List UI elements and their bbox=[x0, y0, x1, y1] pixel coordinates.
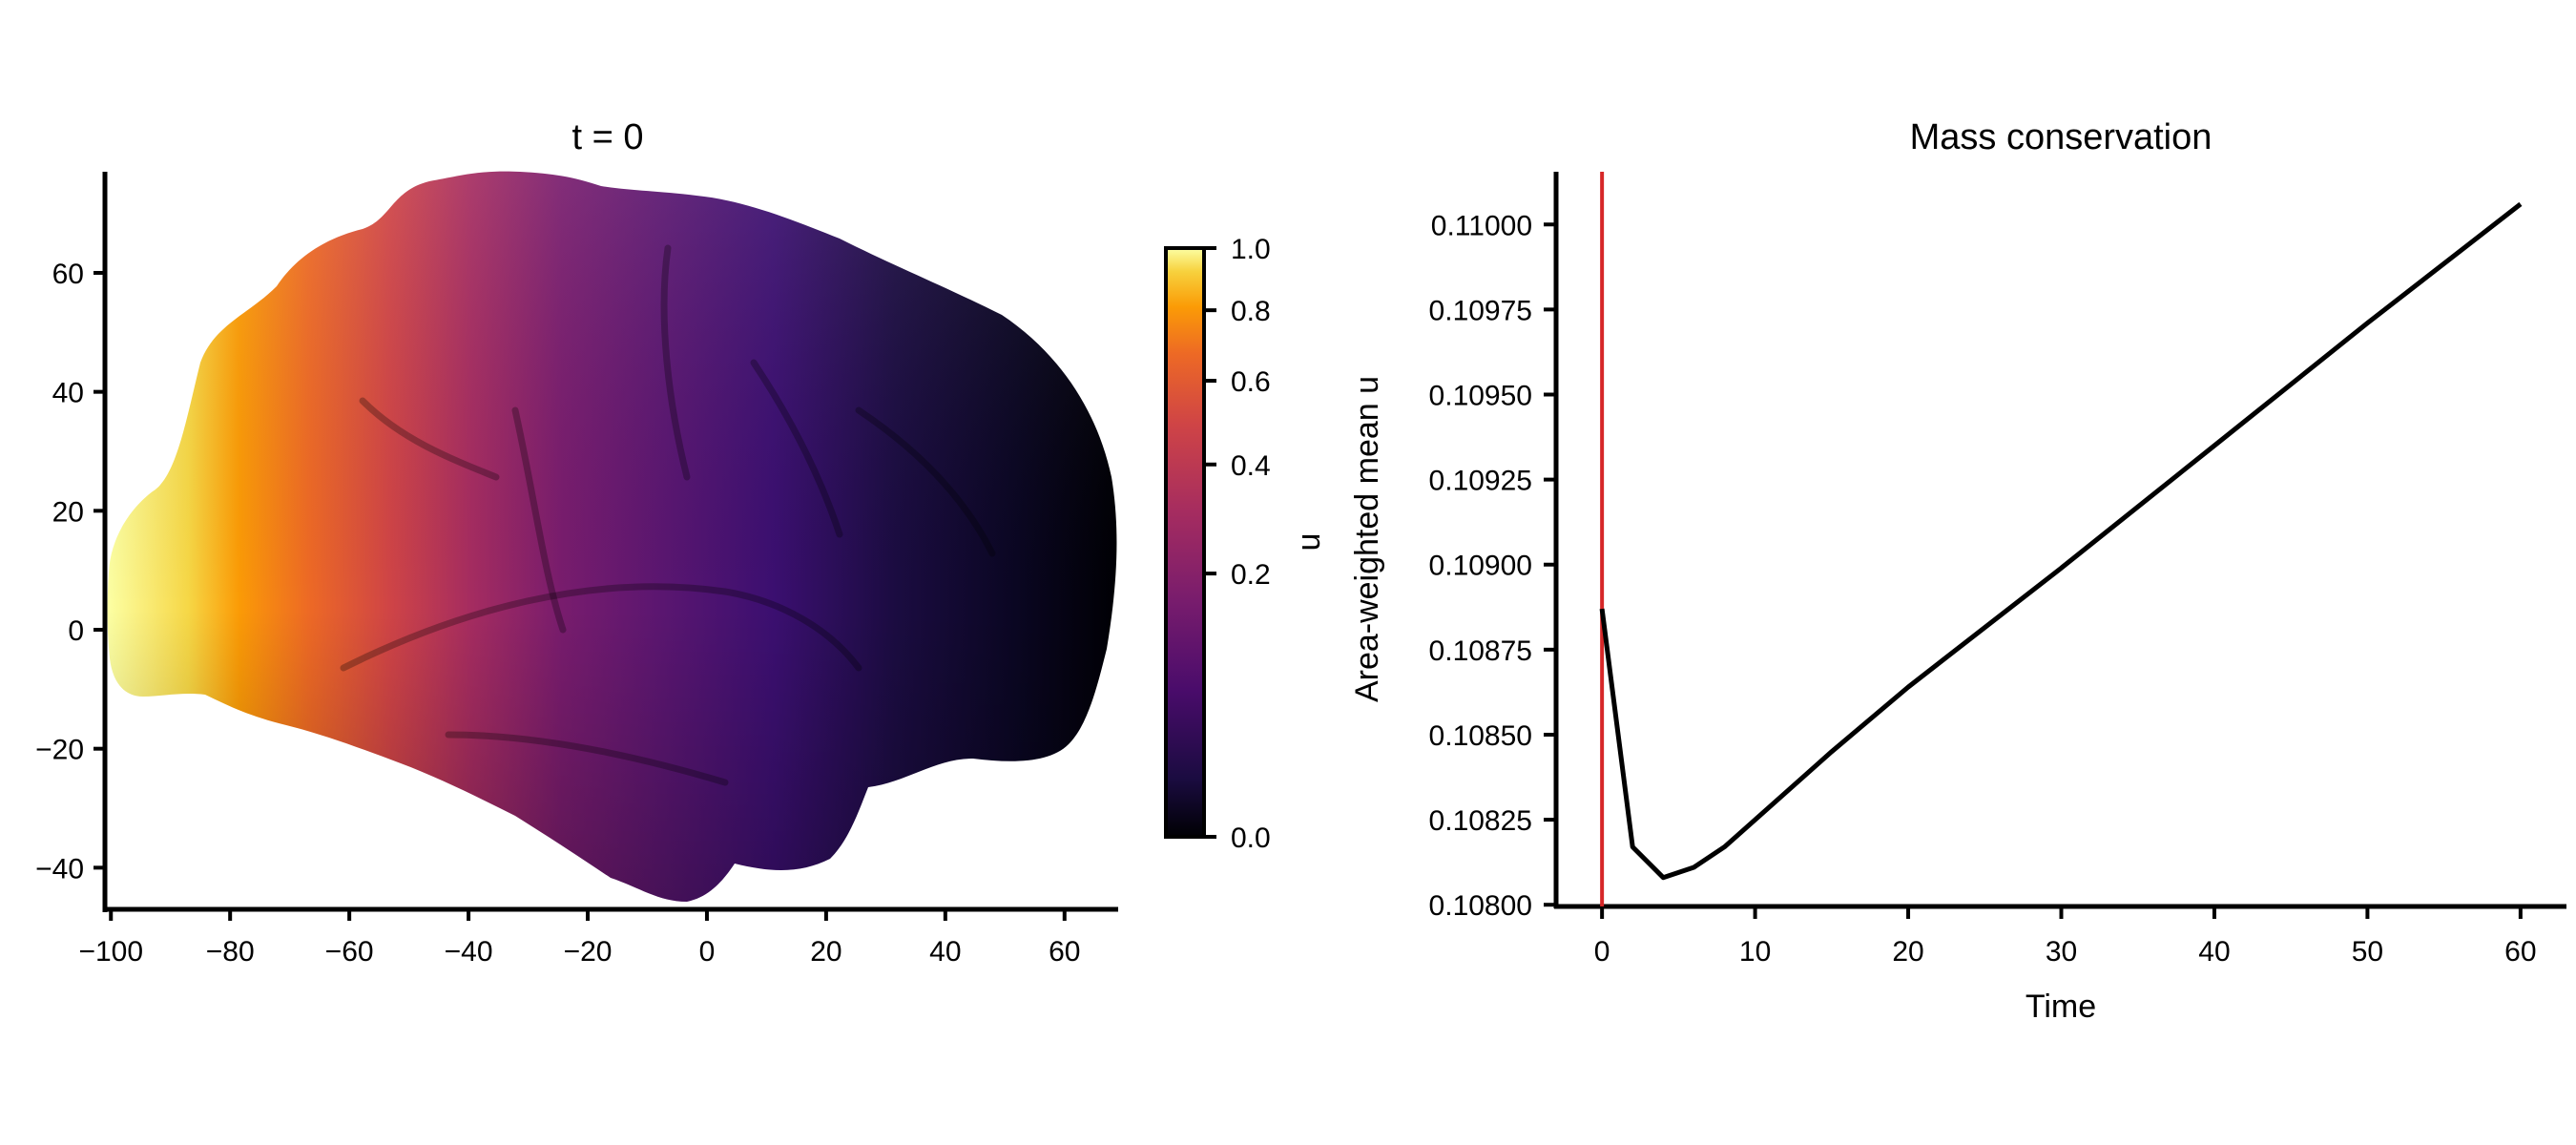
brain-title: t = 0 bbox=[572, 117, 644, 157]
brain-x-tick-label: 20 bbox=[810, 936, 841, 968]
colorbar-tick-label: 0.2 bbox=[1231, 559, 1271, 591]
brain-y-tick-label: −40 bbox=[35, 853, 84, 885]
mass-y-tick-label: 0.10975 bbox=[1429, 295, 1532, 326]
mass-x-tick-label: 30 bbox=[2046, 936, 2077, 968]
mass-y-tick-label: 0.10950 bbox=[1429, 380, 1532, 411]
mass-y-tick-label: 0.10800 bbox=[1429, 890, 1532, 922]
brain-x-tick-label: −20 bbox=[564, 936, 613, 968]
mass-x-tick-label: 40 bbox=[2198, 936, 2230, 968]
colorbar-gradient bbox=[1164, 246, 1206, 839]
mass-x-tick-label: 10 bbox=[1739, 936, 1771, 968]
brain-y-tick-label: 0 bbox=[68, 615, 84, 647]
brain-y-tick-label: 60 bbox=[52, 259, 84, 290]
mass-y-tick-label: 0.10875 bbox=[1429, 635, 1532, 667]
colorbar-tick-label: 0.8 bbox=[1231, 296, 1271, 327]
brain-x-tick-label: −100 bbox=[78, 936, 143, 968]
mass-y-tick-label: 0.10925 bbox=[1429, 466, 1532, 497]
mass-y-tick-label: 0.10825 bbox=[1429, 805, 1532, 837]
colorbar-tick-label: 1.0 bbox=[1231, 234, 1271, 265]
colorbar-tick-label: 0.6 bbox=[1231, 366, 1271, 398]
series-line bbox=[1599, 201, 2523, 881]
brain-y-tick-label: 20 bbox=[52, 496, 84, 528]
mass-x-tick-label: 50 bbox=[2352, 936, 2383, 968]
mass-x-tick-label: 0 bbox=[1594, 936, 1610, 968]
brain-x-tick-label: −80 bbox=[206, 936, 255, 968]
brain-x-tick-label: 0 bbox=[699, 936, 716, 968]
brain-x-tick-label: 60 bbox=[1049, 936, 1080, 968]
mass-x-tick-label: 60 bbox=[2504, 936, 2536, 968]
colorbar-tick-label: 0.4 bbox=[1231, 450, 1271, 482]
brain-x-tick-label: −60 bbox=[325, 936, 374, 968]
brain-surface bbox=[107, 171, 1117, 903]
mass-x-tick-label: 20 bbox=[1892, 936, 1923, 968]
brain-y-tick-label: 40 bbox=[52, 378, 84, 409]
mass-y-label: Area-weighted mean u bbox=[1349, 376, 1385, 702]
mass-x-label: Time bbox=[2025, 989, 2096, 1025]
mass-y-tick-label: 0.10900 bbox=[1429, 551, 1532, 582]
mass-y-tick-label: 0.11000 bbox=[1431, 210, 1532, 241]
brain-x-tick-label: −40 bbox=[445, 936, 493, 968]
brain-x-tick-label: 40 bbox=[929, 936, 961, 968]
brain-y-tick-label: −20 bbox=[35, 735, 84, 766]
brain-panel: t = 0 −100 −80 −60 −40 −20 0 20 40 60 −40 −20 0 20 4… bbox=[35, 117, 1327, 968]
colorbar-label: u bbox=[1291, 533, 1327, 552]
colorbar: 0.0 0.2 0.4 0.6 0.8 1.0 u bbox=[1164, 234, 1327, 854]
mass-y-tick-label: 0.10850 bbox=[1429, 720, 1532, 752]
mass-title: Mass conservation bbox=[1910, 117, 2212, 157]
colorbar-tick-label: 0.0 bbox=[1231, 822, 1271, 854]
mass-conservation-panel: Mass conservation 0 10 20 30 40 50 60 0.10800 0… bbox=[1349, 117, 2566, 1025]
